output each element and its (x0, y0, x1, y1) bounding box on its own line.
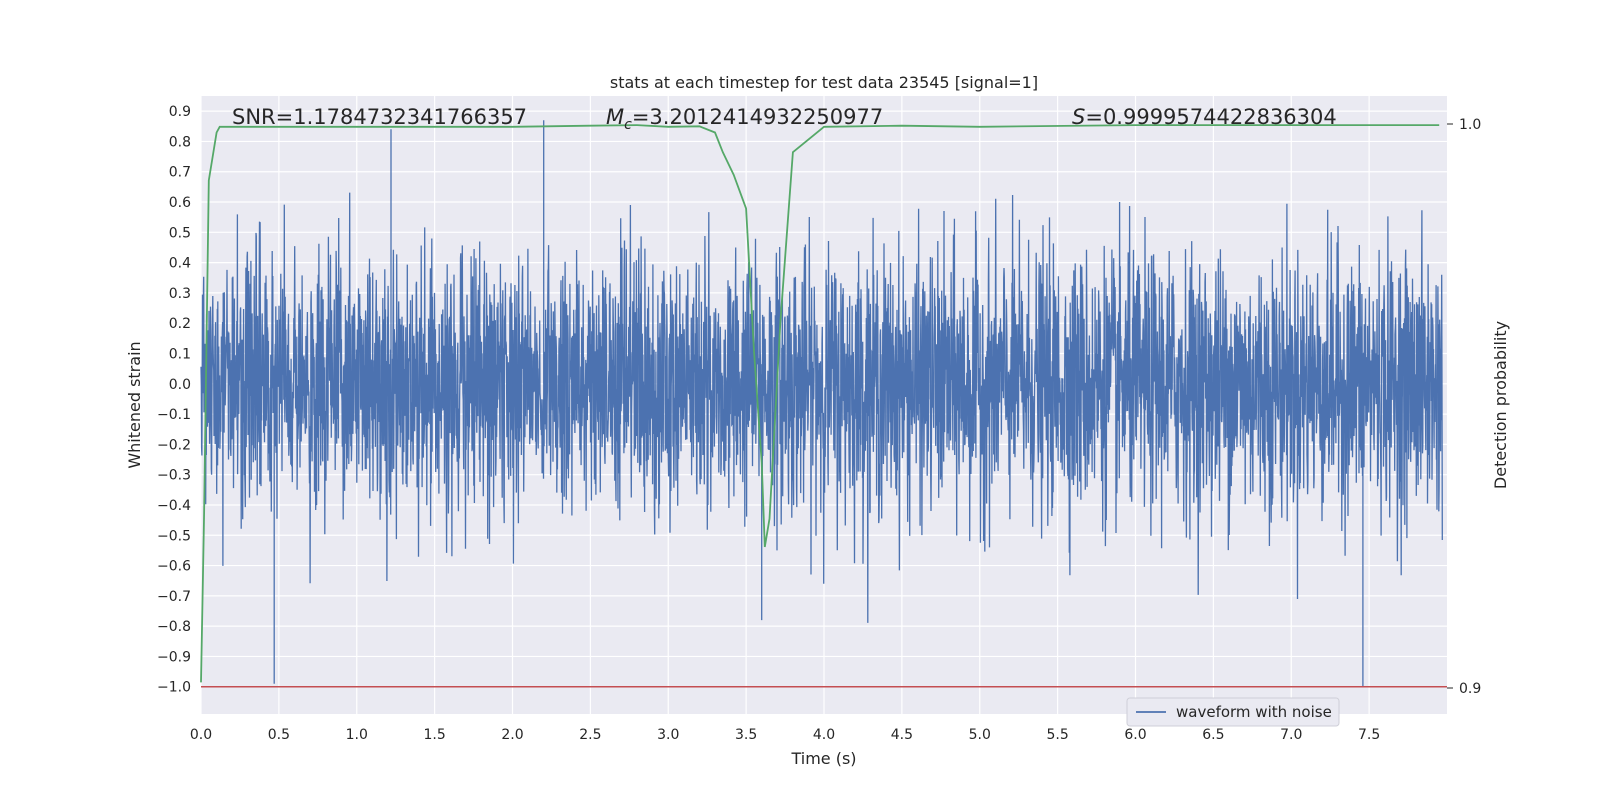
y-tick-label: 0.2 (169, 316, 191, 332)
chirp-mass-value: =3.2012414932250977 (632, 105, 883, 129)
x-tick-label: 5.0 (969, 727, 991, 743)
x-tick-label: 0.5 (268, 727, 290, 743)
x-tick-label: 2.0 (501, 727, 523, 743)
right-tick-label: 0.9 (1459, 681, 1481, 697)
legend: waveform with noise (1126, 697, 1340, 727)
x-tick-label: 4.5 (891, 727, 913, 743)
score-symbol: S (1072, 105, 1085, 129)
x-axis-label: Time (s) (790, 749, 856, 768)
y-tick-label: −0.5 (157, 528, 191, 544)
x-axis-ticks: 0.0 0.5 1.0 1.5 2.0 2.5 3.0 3.5 4.0 4.5 5.0 5.5 6.0 6… (190, 727, 1380, 743)
right-axis-ticks: 1.0 0.9 (1447, 117, 1481, 697)
y-tick-label: −0.6 (157, 559, 191, 575)
legend-box (1126, 697, 1340, 727)
x-tick-label: 6.5 (1202, 727, 1224, 743)
legend-label-waveform: waveform with noise (1176, 703, 1332, 721)
score-value: =0.9999574422836304 (1085, 105, 1336, 129)
chirp-mass-annotation: Mc=3.2012414932250977 (606, 105, 883, 133)
y-tick-label: 0.0 (169, 377, 191, 393)
waveform-layer (200, 120, 1443, 687)
x-tick-label: 1.0 (346, 727, 368, 743)
x-tick-label: 2.5 (579, 727, 601, 743)
chart-title: stats at each timestep for test data 235… (610, 73, 1038, 92)
y-tick-label: −0.8 (157, 619, 191, 635)
right-axis-label: Detection probability (1491, 321, 1510, 489)
x-tick-label: 5.5 (1046, 727, 1068, 743)
y-tick-label: 0.6 (169, 195, 191, 211)
x-tick-label: 4.0 (813, 727, 835, 743)
y-axis-label: Whitened strain (125, 341, 144, 468)
y-tick-label: 0.5 (169, 225, 191, 241)
series-line-detection-probability (200, 124, 1440, 683)
snr-annotation: SNR=1.1784732341766357 (232, 105, 527, 129)
x-tick-label: 6.0 (1124, 727, 1146, 743)
x-tick-label: 7.5 (1358, 727, 1380, 743)
x-tick-label: 0.0 (190, 727, 212, 743)
y-tick-label: −0.2 (157, 437, 191, 453)
y-tick-label: 0.3 (169, 286, 191, 302)
score-annotation: S=0.9999574422836304 (1072, 105, 1337, 129)
y-tick-label: −0.4 (157, 498, 191, 514)
y-tick-label: 0.4 (169, 256, 191, 272)
right-tick-label: 1.0 (1459, 117, 1481, 133)
chirp-mass-subscript: c (624, 117, 632, 133)
y-tick-label: −0.9 (157, 649, 191, 665)
y-tick-label: 0.1 (169, 347, 191, 363)
y-tick-label: −1.0 (157, 680, 191, 696)
y-axis-ticks: 0.9 0.8 0.7 0.6 0.5 0.4 0.3 0.2 0.1 0.0 −0.1 −0.2 −0… (157, 104, 191, 696)
y-tick-label: 0.8 (169, 134, 191, 150)
y-tick-label: −0.7 (157, 589, 191, 605)
y-tick-label: −0.1 (157, 407, 191, 423)
x-tick-label: 1.5 (423, 727, 445, 743)
x-tick-label: 3.0 (657, 727, 679, 743)
chirp-mass-symbol: M (606, 105, 624, 129)
x-tick-label: 7.0 (1280, 727, 1302, 743)
y-tick-label: 0.7 (169, 165, 191, 181)
y-tick-label: −0.3 (157, 468, 191, 484)
series-line-waveform (200, 120, 1443, 687)
x-tick-label: 3.5 (735, 727, 757, 743)
y-tick-label: 0.9 (169, 104, 191, 120)
